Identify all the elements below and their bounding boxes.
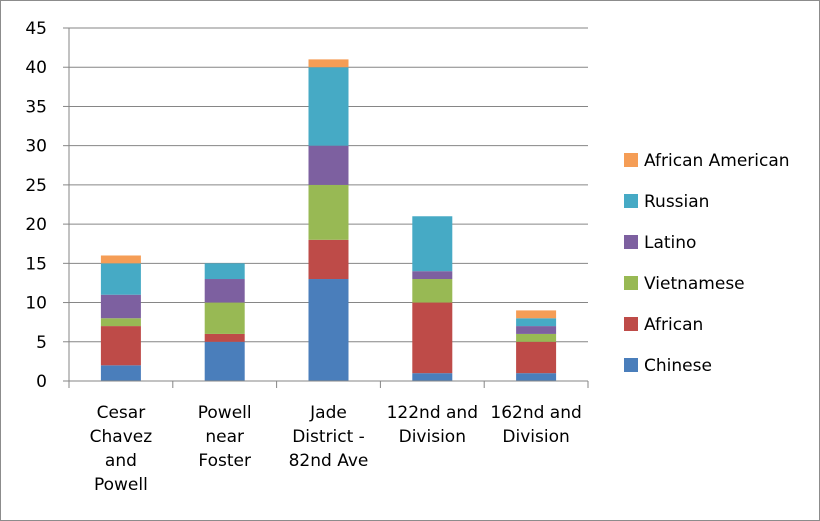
bar-segment-african: [516, 341, 557, 374]
y-tick-label: 10: [25, 294, 47, 314]
bar-segment-latino: [308, 145, 349, 185]
bar-segment-african-american: [100, 255, 141, 264]
bar-segment-chinese: [412, 373, 453, 381]
bar-segment-latino: [412, 271, 453, 280]
legend-label: African American: [644, 151, 790, 171]
legend-label: Vietnamese: [644, 274, 745, 294]
bar-segment-latino: [100, 294, 141, 319]
legend-label: African: [644, 315, 703, 335]
legend-swatch: [624, 235, 638, 249]
bar-segment-vietnamese: [308, 184, 349, 240]
bar-segment-russian: [516, 318, 557, 327]
bar-segment-russian: [308, 67, 349, 146]
legend-swatch: [624, 194, 638, 208]
x-axis-labels: Cesar Chavez and Powell Powell near Foster Jade…: [90, 403, 582, 495]
legend: African American Russian Latino Vietnamese A…: [624, 151, 790, 376]
y-tick-label: 35: [25, 97, 47, 117]
bar-segment-chinese: [308, 279, 349, 381]
y-tick-label: 45: [25, 19, 47, 39]
x-category-label: 82nd Ave: [289, 451, 369, 471]
bar-segment-african-american: [516, 310, 557, 319]
bar-segment-russian: [100, 263, 141, 295]
axes: [68, 28, 589, 388]
bar-segment-vietnamese: [516, 333, 557, 342]
bar-segment-vietnamese: [204, 302, 245, 334]
bar-segment-african-american: [308, 59, 349, 68]
bar-segment-vietnamese: [100, 318, 141, 327]
y-tick-label: 0: [36, 372, 47, 392]
y-tick-label: 20: [25, 215, 47, 235]
legend-swatch: [624, 276, 638, 290]
bar-segment-african: [204, 333, 245, 342]
x-category-label: District -: [292, 427, 365, 447]
bar-segment-latino: [516, 326, 557, 334]
y-tick-label: 30: [25, 137, 47, 157]
bar-segment-chinese: [204, 341, 245, 381]
x-category-label: Chavez: [90, 427, 153, 447]
x-category-label: near: [205, 427, 244, 447]
x-category-label: Powell: [94, 475, 148, 495]
bar-segment-african: [308, 239, 349, 280]
y-tick-label: 15: [25, 254, 47, 274]
y-tick-label: 5: [36, 333, 47, 353]
bar-segment-african: [412, 302, 453, 374]
bar-segment-chinese: [100, 365, 141, 381]
legend-swatch: [624, 317, 638, 331]
bar-segment-russian: [412, 216, 453, 272]
bar-segment-african: [100, 326, 141, 366]
x-category-label: and: [105, 451, 137, 471]
bars: [100, 59, 557, 381]
x-category-label: Powell: [198, 403, 252, 423]
x-category-label: Division: [399, 427, 466, 447]
bar-segment-vietnamese: [412, 279, 453, 303]
x-category-label: Division: [502, 427, 569, 447]
x-category-label: Jade: [309, 403, 347, 423]
y-axis-ticks: 0 5 10 15 20 25 30 35 40 45: [25, 19, 69, 392]
y-tick-label: 25: [25, 176, 47, 196]
bar-segment-latino: [204, 279, 245, 303]
legend-label: Latino: [644, 233, 696, 253]
legend-label: Russian: [644, 192, 709, 212]
legend-swatch: [624, 153, 638, 167]
bar-segment-chinese: [516, 373, 557, 381]
y-tick-label: 40: [25, 58, 47, 78]
bar-segment-russian: [204, 263, 245, 280]
x-category-label: Cesar: [97, 403, 146, 423]
x-category-label: 122nd and: [387, 403, 478, 423]
legend-swatch: [624, 358, 638, 372]
legend-label: Chinese: [644, 356, 712, 376]
x-category-label: Foster: [198, 451, 251, 471]
x-category-label: 162nd and: [490, 403, 581, 423]
